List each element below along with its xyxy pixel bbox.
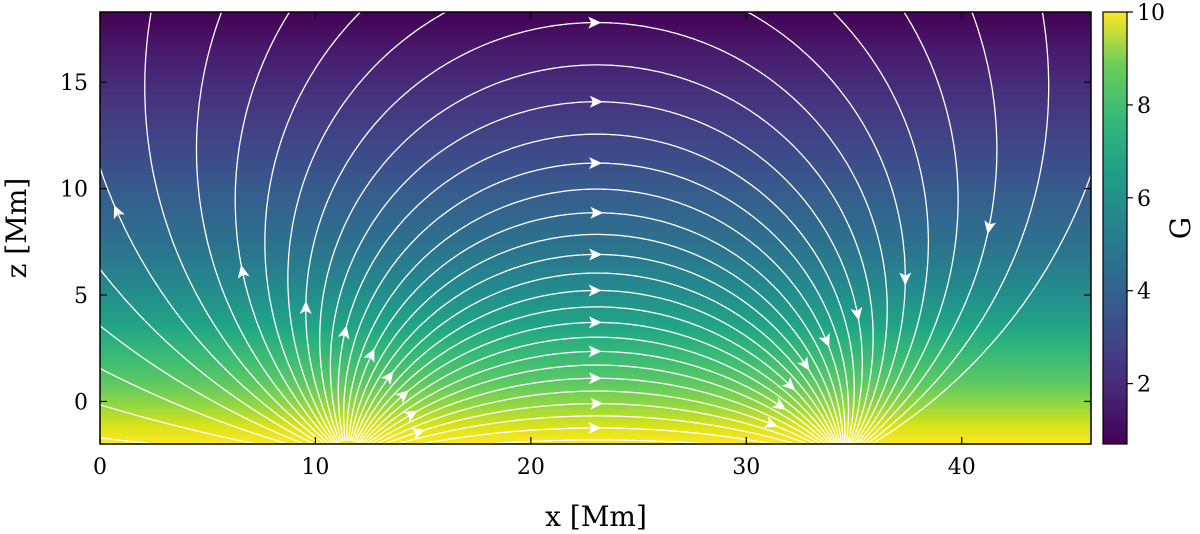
- field-arrow: [781, 377, 796, 391]
- field-arrow: [588, 16, 602, 29]
- field-arrow: [850, 306, 863, 321]
- x-tick-label: 30: [732, 455, 760, 480]
- colorbar-tick-label: 2: [1137, 373, 1151, 398]
- field-line: [287, 12, 906, 444]
- colorbar-tick-label: 4: [1137, 280, 1151, 305]
- x-axis: 0 10 20 30 40: [93, 12, 976, 480]
- field-line: [100, 268, 316, 444]
- field-line: [100, 367, 291, 444]
- plot-area: [99, 11, 1092, 459]
- field-line: [195, 12, 998, 444]
- field-line: [360, 336, 832, 444]
- colorbar-gradient: [1102, 11, 1128, 445]
- field-arrow: [818, 332, 830, 348]
- field-arrow: [899, 272, 912, 286]
- field-arrow: [237, 264, 250, 279]
- field-line: [349, 233, 843, 444]
- y-axis: 0 5 10 15: [60, 71, 1091, 415]
- field-line-arrows: [113, 16, 997, 440]
- field-arrow: [337, 325, 350, 340]
- plot-frame: [99, 11, 1092, 445]
- field-arrow: [410, 428, 426, 440]
- y-tick-label: 0: [74, 390, 88, 415]
- field-line: [264, 12, 930, 444]
- field-line: [366, 364, 826, 444]
- y-tick-label: 15: [60, 71, 88, 96]
- field-arrow: [589, 157, 603, 170]
- field-line: [394, 415, 798, 444]
- field-line: [337, 133, 855, 444]
- field-line: [476, 439, 717, 444]
- field-arrow: [797, 356, 810, 371]
- x-axis-label: x [Mm]: [545, 500, 647, 533]
- field-arrow: [588, 372, 602, 385]
- colorbar-tick-label: 6: [1137, 187, 1151, 212]
- field-arrow: [588, 284, 602, 297]
- colorbar-ticks: 2 4 6 8 10: [1127, 1, 1165, 398]
- field-arrow: [590, 206, 604, 219]
- field-arrow: [589, 95, 603, 108]
- field-arrow: [395, 390, 409, 404]
- field-line: [356, 306, 836, 444]
- x-tick-label: 10: [301, 455, 329, 480]
- field-arrow: [299, 300, 312, 314]
- field-arrow: [763, 416, 779, 428]
- field-line: [234, 12, 959, 444]
- field-arrow: [588, 345, 602, 358]
- colorbar-tick-label: 8: [1137, 94, 1151, 119]
- field-line: [144, 12, 1050, 444]
- field-arrow: [590, 397, 604, 410]
- field-arrow: [403, 410, 418, 423]
- field-line: [353, 272, 840, 444]
- y-axis-label: z [Mm]: [0, 178, 33, 279]
- field-line: [100, 324, 306, 444]
- field-arrow: [113, 204, 125, 220]
- colorbar: 2 4 6 8 10 G: [1102, 1, 1197, 445]
- x-tick-label: 0: [93, 455, 107, 480]
- field-arrow: [771, 397, 787, 410]
- field-arrow: [984, 220, 997, 235]
- field-arrow: [589, 248, 603, 261]
- field-arrow: [380, 371, 394, 386]
- colorbar-tick-label: 10: [1137, 1, 1165, 26]
- field-line: [375, 390, 817, 444]
- field-line: [367, 452, 832, 459]
- field-arrow: [588, 422, 602, 435]
- x-tick-label: 20: [517, 455, 545, 480]
- y-tick-label: 10: [60, 178, 88, 203]
- field-line: [100, 437, 161, 444]
- field-line: [346, 188, 846, 444]
- field-arrow: [363, 348, 375, 363]
- y-tick-label: 5: [74, 284, 88, 309]
- colorbar-label: G: [1164, 217, 1197, 239]
- field-line: [319, 64, 874, 444]
- field-arrow: [588, 316, 602, 329]
- field-line: [100, 404, 260, 444]
- x-tick-label: 40: [948, 455, 976, 480]
